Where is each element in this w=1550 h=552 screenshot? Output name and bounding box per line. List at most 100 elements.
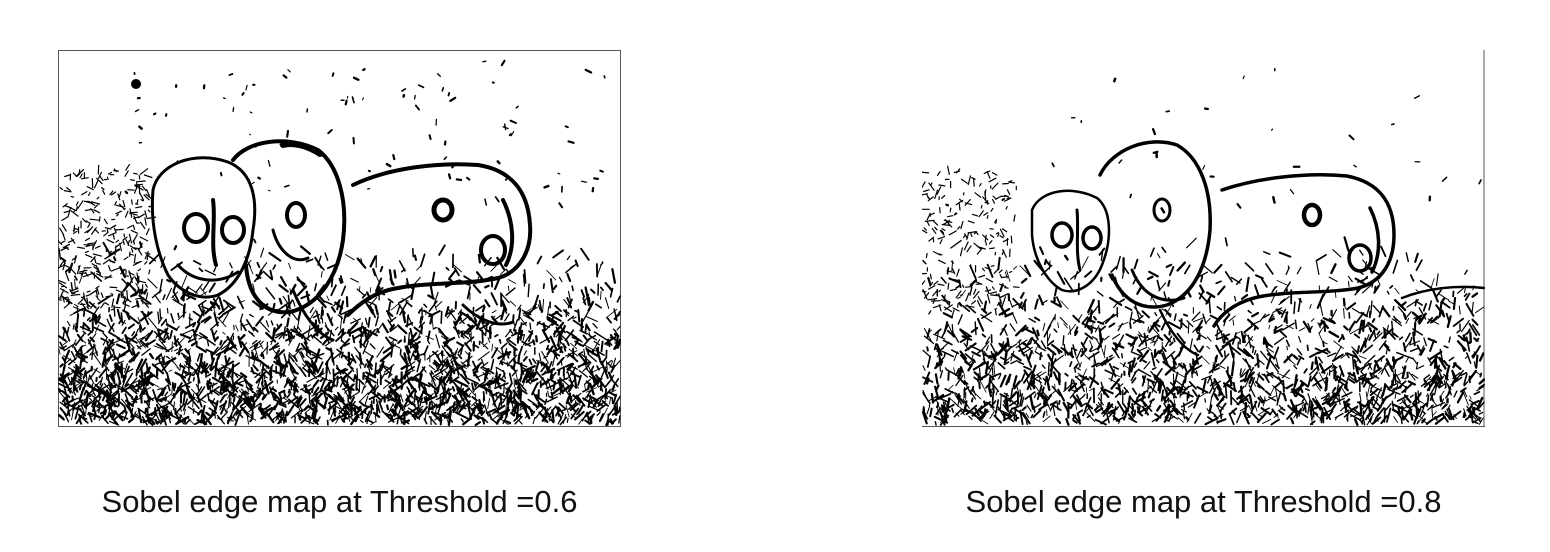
grass-stroke: [553, 377, 568, 386]
grass-stroke: [952, 268, 956, 275]
grass-stroke: [983, 212, 989, 216]
grass-stroke: [1301, 398, 1305, 403]
grass-stroke: [983, 300, 988, 313]
grass-stroke: [922, 405, 926, 412]
grass-stroke: [1034, 403, 1042, 409]
grass-stroke: [85, 220, 91, 224]
grass-stroke: [455, 361, 460, 376]
grass-stroke: [406, 374, 413, 390]
grass-stroke: [561, 408, 567, 412]
grass-stroke: [77, 298, 84, 305]
grass-stroke: [359, 409, 369, 416]
grass-stroke: [997, 374, 1002, 380]
grass-stroke: [1103, 335, 1110, 341]
grass-stroke: [1121, 352, 1124, 359]
grass-stroke: [1392, 306, 1395, 311]
grass-stroke: [1363, 401, 1371, 415]
grass-stroke: [1003, 328, 1008, 336]
grass-stroke: [936, 330, 940, 342]
grass-stroke: [87, 303, 91, 308]
grass-stroke: [1353, 409, 1364, 418]
grass-stroke: [591, 348, 595, 355]
grass-stroke: [1165, 303, 1173, 316]
grass-stroke: [941, 299, 946, 302]
grass-stroke: [170, 261, 183, 271]
grass-stroke: [611, 379, 619, 388]
grass-stroke: [1326, 349, 1331, 354]
grass-stroke: [1334, 370, 1337, 377]
grass-stroke: [440, 310, 443, 325]
grass-stroke: [464, 342, 472, 352]
grass-stroke: [1087, 298, 1095, 314]
grass-stroke: [106, 176, 109, 180]
grass-stroke: [104, 302, 110, 306]
grass-stroke: [947, 371, 950, 381]
grass-stroke: [505, 350, 511, 356]
grass-stroke: [282, 397, 291, 403]
grass-stroke: [1018, 345, 1026, 357]
grass-stroke: [540, 376, 554, 386]
grass-stroke: [609, 418, 615, 425]
grass-stroke: [120, 384, 134, 393]
grass-stroke: [998, 283, 1007, 288]
grass-stroke: [127, 347, 134, 356]
grass-stroke: [997, 408, 1012, 416]
speck: [484, 198, 488, 206]
grass-stroke: [1342, 297, 1346, 307]
grass-stroke: [157, 316, 163, 325]
grass-stroke: [1232, 381, 1237, 392]
grass-stroke: [576, 339, 579, 346]
grass-stroke: [1162, 351, 1169, 366]
grass-stroke: [114, 355, 120, 364]
grass-stroke: [1442, 414, 1449, 423]
grass-stroke: [1195, 370, 1199, 377]
grass-stroke: [1042, 415, 1051, 423]
grass-stroke: [500, 342, 508, 350]
grass-stroke: [1066, 401, 1073, 406]
grass-stroke: [272, 327, 276, 339]
grass-stroke: [66, 409, 70, 417]
grass-stroke: [135, 297, 144, 300]
grass-stroke: [1165, 263, 1173, 269]
grass-stroke: [922, 410, 928, 425]
grass-stroke: [1366, 412, 1375, 426]
grass-stroke: [323, 396, 329, 410]
grass-stroke: [1112, 342, 1125, 349]
grass-stroke: [604, 297, 610, 309]
grass-stroke: [1318, 321, 1324, 325]
grass-stroke: [1218, 405, 1224, 410]
grass-stroke: [1270, 418, 1280, 426]
grass-stroke: [171, 341, 173, 352]
grass-stroke: [374, 315, 379, 327]
grass-stroke: [1422, 302, 1427, 312]
grass-stroke: [1221, 343, 1229, 348]
grass-stroke: [469, 388, 476, 396]
grass-stroke: [1101, 348, 1106, 359]
grass-stroke: [92, 380, 102, 390]
grass-stroke: [204, 269, 217, 276]
grass-stroke: [928, 182, 935, 191]
grass-stroke: [1293, 365, 1298, 370]
grass-stroke: [1387, 388, 1401, 395]
grass-stroke: [1121, 272, 1124, 279]
grass-stroke: [336, 375, 339, 387]
grass-stroke: [953, 367, 956, 377]
grass-stroke: [305, 359, 309, 368]
grass-stroke: [217, 314, 224, 320]
grass-stroke: [454, 411, 469, 420]
grass-stroke: [1257, 373, 1265, 381]
grass-stroke: [123, 256, 129, 261]
grass-stroke: [93, 368, 101, 374]
grass-stroke: [487, 397, 491, 409]
grass-stroke: [279, 275, 287, 287]
grass-stroke: [591, 370, 596, 384]
grass-stroke: [580, 289, 586, 298]
grass-stroke: [90, 208, 95, 214]
grass-stroke: [368, 411, 372, 420]
grass-stroke: [1130, 370, 1137, 382]
grass-stroke: [593, 331, 607, 341]
grass-stroke: [148, 352, 155, 360]
grass-stroke: [1298, 404, 1304, 418]
grass-stroke: [1136, 406, 1140, 413]
grass-stroke: [971, 300, 977, 305]
